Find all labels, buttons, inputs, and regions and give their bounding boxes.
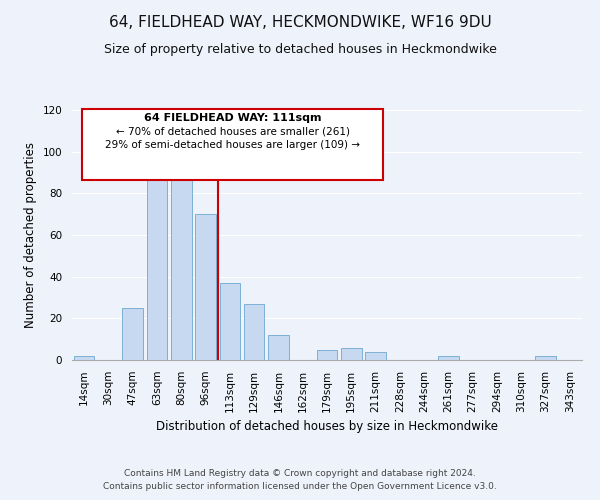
Text: 29% of semi-detached houses are larger (109) →: 29% of semi-detached houses are larger (… [105, 140, 360, 149]
Text: 64 FIELDHEAD WAY: 111sqm: 64 FIELDHEAD WAY: 111sqm [144, 114, 322, 123]
X-axis label: Distribution of detached houses by size in Heckmondwike: Distribution of detached houses by size … [156, 420, 498, 433]
Bar [220, 283, 240, 360]
Bar [365, 352, 386, 360]
Bar [74, 356, 94, 360]
Bar [438, 356, 459, 360]
Bar [244, 304, 265, 360]
Y-axis label: Number of detached properties: Number of detached properties [24, 142, 37, 328]
Bar [195, 214, 216, 360]
Bar [122, 308, 143, 360]
Bar [535, 356, 556, 360]
Text: Contains HM Land Registry data © Crown copyright and database right 2024.: Contains HM Land Registry data © Crown c… [124, 468, 476, 477]
FancyBboxPatch shape [82, 109, 383, 180]
Bar [268, 335, 289, 360]
Bar [146, 174, 167, 360]
Text: Size of property relative to detached houses in Heckmondwike: Size of property relative to detached ho… [104, 42, 496, 56]
Bar [317, 350, 337, 360]
Bar [341, 348, 362, 360]
Text: ← 70% of detached houses are smaller (261): ← 70% of detached houses are smaller (26… [116, 126, 350, 136]
Text: Contains public sector information licensed under the Open Government Licence v3: Contains public sector information licen… [103, 482, 497, 491]
Text: 64, FIELDHEAD WAY, HECKMONDWIKE, WF16 9DU: 64, FIELDHEAD WAY, HECKMONDWIKE, WF16 9D… [109, 15, 491, 30]
Bar [171, 172, 191, 360]
